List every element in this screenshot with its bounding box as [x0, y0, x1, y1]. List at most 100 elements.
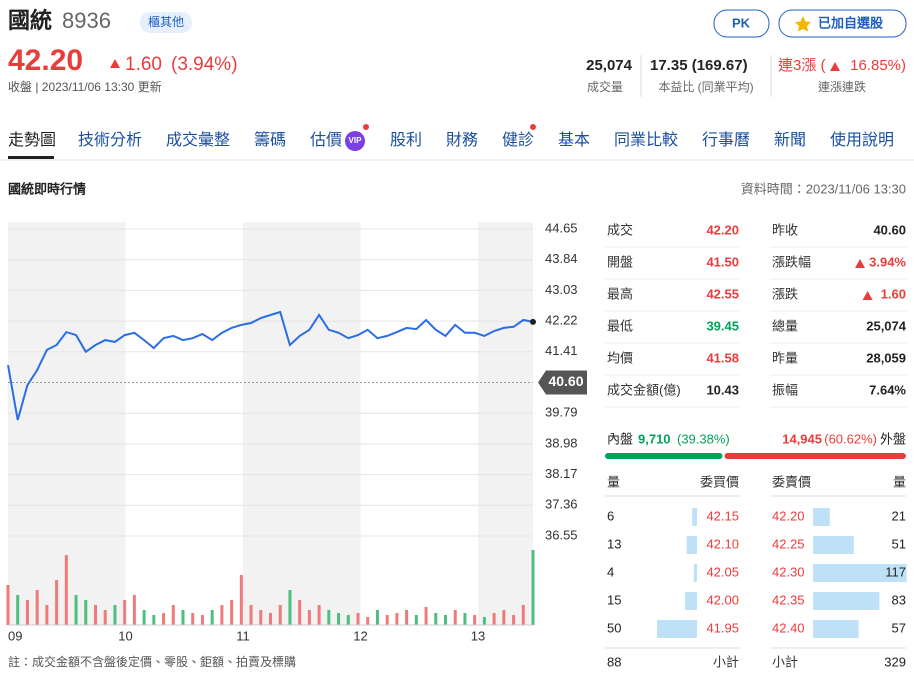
total-label: 小計 — [772, 654, 798, 669]
quote-value: 1.60 — [881, 286, 906, 301]
volume-bar — [307, 610, 311, 625]
stat-value: 連3漲 ( — [778, 57, 826, 74]
flow-pct: (60.62%) — [824, 431, 877, 446]
tab[interactable]: 基本 — [558, 131, 590, 149]
volume-bar — [463, 613, 467, 625]
ask-bar — [813, 592, 880, 610]
volume-bar — [395, 613, 399, 625]
ask-bar — [813, 536, 854, 554]
quote-label: 振幅 — [772, 382, 798, 397]
tab[interactable]: 同業比較 — [614, 131, 678, 149]
bid-volume: 13 — [607, 536, 621, 551]
quote-label: 昨收 — [772, 222, 798, 237]
quote-value: 41.50 — [706, 254, 739, 269]
ask-total: 329 — [884, 654, 906, 669]
volume-bar — [239, 575, 243, 625]
volume-bar — [25, 600, 29, 625]
x-tick-label: 12 — [353, 628, 367, 643]
y-tick-label: 43.03 — [545, 282, 578, 297]
volume-bar — [337, 613, 341, 625]
volume-bar — [171, 605, 175, 625]
tab[interactable]: 股利 — [390, 131, 422, 149]
quote-label: 漲跌幅 — [772, 254, 811, 269]
bid-total: 88 — [607, 654, 621, 669]
volume-bar — [269, 613, 272, 625]
stock-name: 國統 — [8, 8, 52, 33]
book-header: 委買價 — [700, 474, 739, 489]
bid-price: 42.00 — [706, 592, 739, 607]
volume-bar — [288, 590, 292, 625]
tab[interactable]: 行事曆 — [702, 131, 750, 149]
change: 1.60 — [125, 54, 162, 75]
section-time: 資料時間：2023/11/06 13:30 — [741, 181, 906, 196]
status: 收盤 | 2023/11/06 13:30 更新 — [8, 79, 162, 94]
pk-button[interactable] — [713, 9, 770, 38]
stat-value: 25,074 — [586, 57, 633, 74]
volume-bar — [181, 610, 185, 625]
quote-value: 42.20 — [706, 222, 739, 237]
volume-bar — [492, 613, 496, 625]
ask-bar — [813, 620, 859, 638]
y-tick-label: 38.17 — [545, 466, 578, 481]
book-header: 量 — [893, 474, 906, 489]
stat-label: 本益比 (同業平均) — [658, 80, 753, 94]
y-tick-label: 38.98 — [545, 435, 578, 450]
vip-badge — [345, 131, 365, 151]
stat-value: 16.85%) — [850, 57, 906, 74]
reference-tag — [538, 370, 587, 395]
tab[interactable]: 使用說明 — [830, 131, 894, 149]
ask-volume: 83 — [892, 592, 906, 607]
volume-bar — [6, 585, 10, 625]
y-tick-label: 36.55 — [545, 527, 578, 542]
quote-label: 最低 — [607, 318, 633, 333]
volume-bar — [482, 617, 486, 625]
volume-bar — [346, 615, 350, 625]
session-band — [243, 222, 361, 625]
bid-price: 42.10 — [706, 536, 739, 551]
ask-price: 42.40 — [772, 620, 805, 635]
tab[interactable]: 新聞 — [774, 131, 806, 149]
y-tick-label: 43.84 — [545, 251, 578, 266]
footnote: 註：成交金額不含盤後定價、零股、鉅額、拍賣及標購 — [8, 654, 296, 669]
volume-bar — [512, 615, 516, 625]
volume-bar — [123, 600, 127, 625]
volume-bar — [249, 605, 253, 625]
tab[interactable]: 健診 — [502, 131, 534, 149]
bid-bar — [657, 620, 697, 638]
tab[interactable]: 走勢圖 — [8, 131, 56, 149]
volume-bar — [531, 550, 535, 625]
volume-bar — [113, 605, 117, 625]
y-tick-label: 42.22 — [545, 313, 578, 328]
tab[interactable]: 估價 — [310, 131, 342, 149]
pk-label[interactable]: PK — [732, 15, 751, 30]
volume-bar — [152, 615, 156, 625]
tab[interactable]: 成交彙整 — [166, 131, 230, 149]
tab[interactable]: 技術分析 — [78, 131, 142, 149]
volume-bar — [434, 613, 438, 625]
flow-value: 14,945 — [782, 431, 822, 446]
quote-value: 10.43 — [706, 382, 739, 397]
quote-value: 40.60 — [873, 222, 906, 237]
watchlist-button[interactable] — [778, 9, 907, 38]
volume-bar — [200, 615, 204, 625]
quote-value: 42.55 — [706, 286, 739, 301]
star-icon — [795, 16, 811, 32]
tab[interactable]: 財務 — [446, 131, 478, 149]
last-price-dot — [530, 318, 536, 325]
quote-value: 28,059 — [866, 350, 906, 365]
reference-label: 40.60 — [548, 373, 583, 389]
section-title: 國統即時行情 — [8, 181, 86, 196]
volume-bar — [327, 610, 331, 625]
inner-bar — [605, 453, 723, 459]
ask-volume: 57 — [892, 620, 906, 635]
bid-bar — [685, 592, 697, 610]
bid-volume: 6 — [607, 508, 614, 523]
volume-bar — [375, 610, 379, 625]
watchlist-label[interactable]: 已加自選股 — [818, 15, 883, 30]
quote-value: 7.64% — [869, 382, 906, 397]
y-tick-label: 39.79 — [545, 405, 578, 420]
tab[interactable]: 籌碼 — [254, 131, 286, 149]
stat-value: 17.35 (169.67) — [650, 57, 748, 74]
volume-bar — [35, 590, 39, 625]
